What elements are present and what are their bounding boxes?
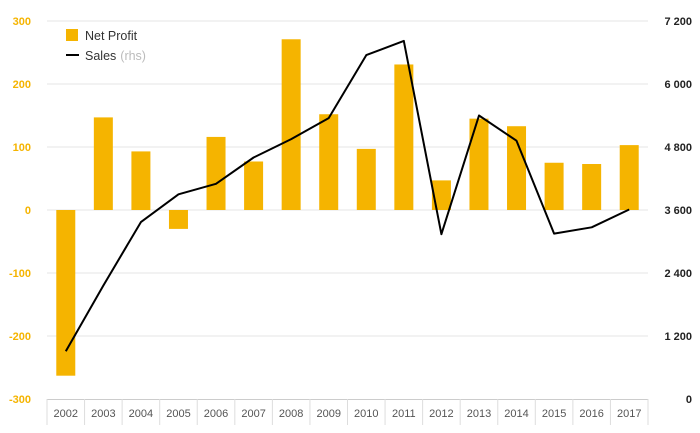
x-tick-label: 2015 <box>542 408 566 420</box>
net-profit-bar <box>168 210 188 229</box>
y-right-tick-label: 2 400 <box>664 268 692 280</box>
sales-line <box>64 39 630 352</box>
y-right-tick-label: 0 <box>686 394 692 406</box>
axes: 300 200 100 0 -100 -200 -300 7 200 6 000 4 800 3 6… <box>9 16 692 425</box>
y-left-tick-label: -200 <box>9 331 31 343</box>
legend-net-profit-label: Net Profit <box>85 29 138 43</box>
y-right-tick-label: 6 000 <box>664 79 692 91</box>
net-profit-bar <box>394 64 414 210</box>
y-right-tick-label: 3 600 <box>664 205 692 217</box>
y-right-tick-label: 1 200 <box>664 331 692 343</box>
legend: Net Profit Sales (rhs) <box>66 29 146 63</box>
x-tick-label: 2013 <box>467 408 491 420</box>
y-right-tick-label: 7 200 <box>664 16 692 28</box>
x-tick-label: 2011 <box>392 408 416 420</box>
net-profit-bar <box>619 145 639 210</box>
net-profit-bar <box>56 210 76 376</box>
sales-line-layer <box>64 39 630 352</box>
net-profit-bar <box>244 161 264 210</box>
x-tick-label: 2007 <box>241 408 265 420</box>
net-profit-bar <box>582 164 602 210</box>
x-tick-label: 2004 <box>129 408 153 420</box>
net-profit-bar <box>206 136 226 210</box>
x-tick-label: 2009 <box>316 408 340 420</box>
x-tick-label: 2002 <box>54 408 78 420</box>
y-left-tick-label: 200 <box>13 79 31 91</box>
x-tick-label: 2017 <box>617 408 641 420</box>
x-tick-label: 2016 <box>579 408 603 420</box>
y-left-tick-label: 300 <box>13 16 31 28</box>
net-profit-bars <box>56 39 639 376</box>
net-profit-bar <box>319 114 339 210</box>
net-profit-bar <box>281 39 301 210</box>
net-profit-bar <box>507 126 527 210</box>
net-profit-bar <box>131 151 151 210</box>
y-left-tick-label: -100 <box>9 268 31 280</box>
y-left-tick-label: -300 <box>9 394 31 406</box>
x-tick-label: 2006 <box>204 408 228 420</box>
x-tick-label: 2014 <box>504 408 528 420</box>
legend-sales-label-group: Sales (rhs) <box>85 49 146 63</box>
legend-net-profit-swatch <box>66 29 78 41</box>
x-tick-label: 2003 <box>91 408 115 420</box>
net-profit-bar <box>469 118 489 210</box>
x-tick-label: 2010 <box>354 408 378 420</box>
x-tick-label: 2012 <box>429 408 453 420</box>
net-profit-bar <box>93 117 113 210</box>
legend-sales-label: Sales <box>85 49 116 63</box>
legend-sales-rhs-suffix: (rhs) <box>120 49 146 63</box>
x-tick-label: 2005 <box>166 408 190 420</box>
y-left-tick-label: 100 <box>13 142 31 154</box>
y-right-tick-label: 4 800 <box>664 142 692 154</box>
net-profit-bar <box>431 180 451 210</box>
net-profit-bar <box>544 162 564 210</box>
x-tick-label: 2008 <box>279 408 303 420</box>
net-profit-bar <box>356 148 376 210</box>
y-left-tick-label: 0 <box>25 205 31 217</box>
